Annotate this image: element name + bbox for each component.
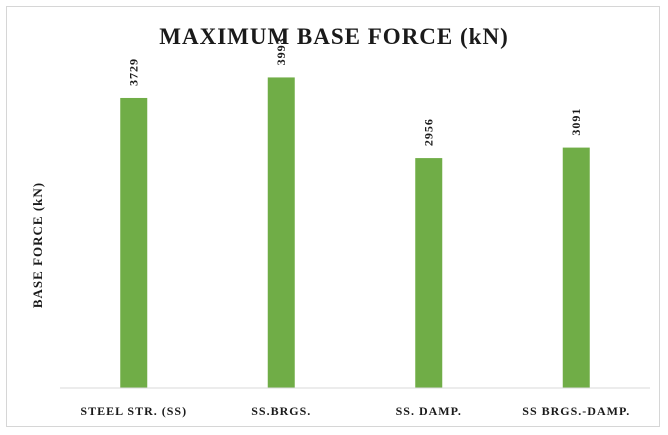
data-label-3: 2956 xyxy=(422,118,436,146)
data-label-1: 3729 xyxy=(127,58,141,86)
bar-2 xyxy=(267,77,295,388)
chart-frame xyxy=(6,6,660,427)
x-tick-labels-group: STEEL STR. (SS) SS.BRGS. SS. DAMP. SS BRGS.… xyxy=(80,404,630,418)
x-tick-label-4: SS BRGS.-DAMP. xyxy=(522,404,630,418)
x-tick-label-3: SS. DAMP. xyxy=(396,404,462,418)
chart-title: MAXIMUM BASE FORCE (kN) xyxy=(159,24,509,49)
data-label-4: 3091 xyxy=(569,108,583,136)
x-tick-label-1: STEEL STR. (SS) xyxy=(80,404,187,418)
bar-4 xyxy=(562,147,590,388)
bar-1 xyxy=(120,97,148,388)
bar-3 xyxy=(415,158,443,388)
data-labels-group: 3729 3993 2956 3091 xyxy=(127,37,584,146)
x-tick-label-2: SS.BRGS. xyxy=(251,404,311,418)
bars-group xyxy=(120,77,590,388)
data-label-2: 3993 xyxy=(274,37,288,65)
